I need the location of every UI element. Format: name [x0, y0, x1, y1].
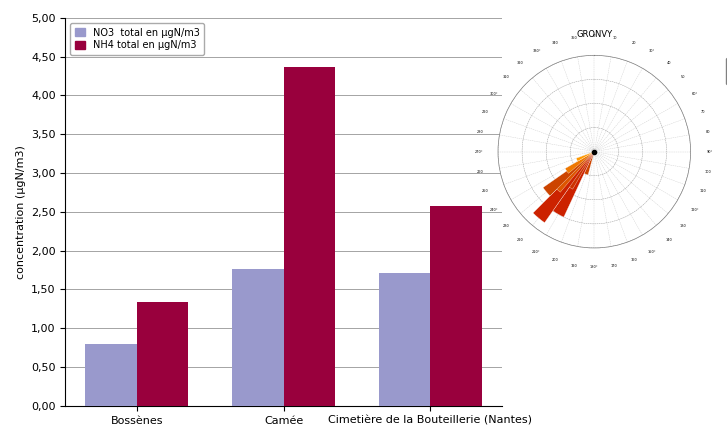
Bar	[232, 269, 284, 406]
Bar	[137, 302, 188, 406]
Bar	[85, 344, 137, 406]
Bar	[284, 67, 335, 406]
Bar	[533, 152, 595, 223]
Bar	[379, 273, 430, 406]
Bar	[565, 152, 595, 173]
Bar	[577, 152, 595, 161]
Bar	[585, 152, 595, 175]
Legend: NO3  total en µgN/m3, NH4 total en µgN/m3: NO3 total en µgN/m3, NH4 total en µgN/m3	[71, 23, 204, 55]
Bar	[566, 152, 595, 189]
Bar	[554, 152, 595, 192]
Bar	[543, 152, 595, 196]
Title: GRONVY: GRONVY	[577, 30, 612, 39]
Y-axis label: concentration (µgN/m3): concentration (µgN/m3)	[15, 145, 25, 279]
Bar	[430, 206, 482, 406]
Bar	[553, 152, 595, 217]
